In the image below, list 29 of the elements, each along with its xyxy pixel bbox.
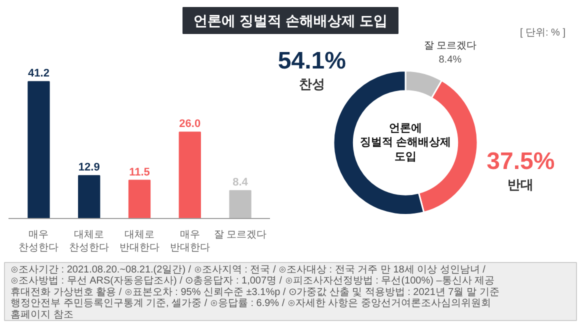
x-tick-label: 매우 찬성한다: [18, 230, 59, 254]
bar: [78, 175, 100, 218]
bar: [128, 180, 151, 218]
text: 홈페이지 참조: [10, 309, 74, 320]
data-label: 41.2: [28, 68, 50, 80]
data-label: 54.1%: [278, 47, 346, 74]
data-label: 37.5%: [486, 148, 555, 176]
x-tick-label: 대체로 반대한다: [120, 230, 160, 254]
text: 언론에 징벌적 손해배상제 도입: [360, 122, 452, 164]
data-label: 8.4: [232, 176, 249, 189]
x-tick-label: 대체로 찬성한다: [69, 230, 110, 254]
text: ⊙조사기간 : 2021.08.20.~08.21.(2일간) / ⊙조사지역 : 전국 / ⊙조사대상 : 전국 거주 만 18세 이상 성인남녀 /: [10, 264, 486, 276]
x-tick-label: 잘 모르겠다: [214, 230, 267, 240]
slice-label: 찬성: [298, 76, 325, 92]
bar: [178, 132, 201, 218]
text: 휴대전화 가상번호 활용 / ⊙표본오차 : 95% 신뢰수준 ±3.1%p / ⊙가중값 산출 및 적용방법 : 2021년 7월 말 기준: [10, 286, 500, 298]
chart-title: 언론에 징벌적 손해배상제 도입: [194, 12, 388, 28]
slice-label: 반대: [508, 177, 534, 192]
text: 행정안전부 주민등록인구통계 기준, 셀가중 / ⊙응답률 : 6.9% / ⊙자세한 사항은 중앙선거여론조사심의위원회: [10, 298, 491, 310]
bar: [229, 190, 252, 218]
data-label: 8.4%: [438, 54, 462, 66]
data-label: 26.0: [179, 118, 201, 130]
text: ⊙조사방법 : 무선 ARS(자동응답조사) / ⊙총응답자 : 1,007명 / ⊙피조사자선정방법 : 무선(100%) –통신사 제공: [10, 276, 495, 287]
slice-label: 잘 모르겠다: [424, 40, 477, 52]
bar: [28, 81, 50, 218]
data-label: 11.5: [129, 166, 150, 178]
data-label: 12.9: [78, 162, 100, 174]
text: [ 단위: % ]: [520, 28, 566, 38]
x-tick-label: 매우 반대한다: [170, 230, 210, 254]
